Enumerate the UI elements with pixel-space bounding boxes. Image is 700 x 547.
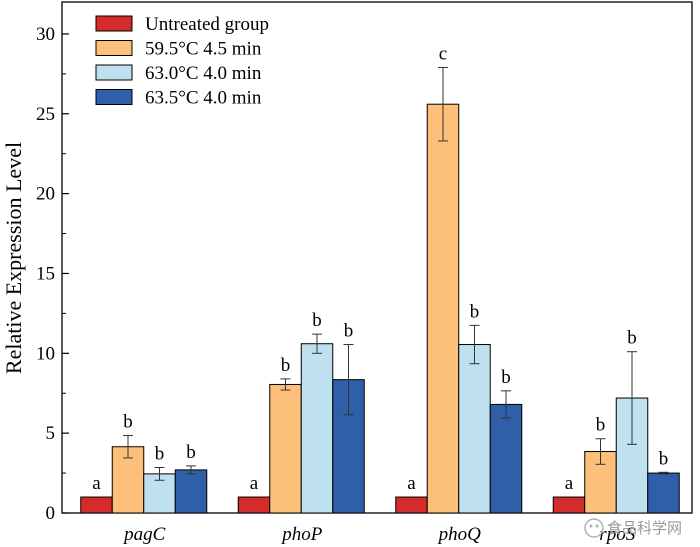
watermark: 食品科学网: [584, 518, 682, 538]
category-label: phoP: [280, 524, 323, 545]
significance-label: b: [155, 443, 165, 464]
category-label: rpoS: [599, 524, 635, 545]
bar: [269, 383, 302, 514]
significance-label: a: [92, 473, 101, 494]
significance-label: b: [470, 301, 480, 322]
bar-group-phoQ: a c b b: [395, 43, 523, 514]
legend-item: 63.5°C 4.0 min: [95, 88, 262, 109]
significance-label: b: [627, 328, 637, 349]
bar-group-phoP: a b b b: [237, 310, 365, 514]
significance-label: c: [439, 43, 447, 64]
y-tick-label: 10: [36, 343, 55, 364]
legend-swatch: [95, 64, 133, 81]
legend-swatch: [95, 40, 133, 56]
significance-label: b: [501, 367, 511, 388]
significance-label: b: [659, 448, 669, 469]
legend-item: 59.5°C 4.5 min: [95, 39, 262, 60]
bar: [80, 496, 113, 514]
legend-swatch: [95, 89, 133, 105]
significance-label: b: [123, 412, 133, 433]
bar-group-pagC: abb b: [80, 412, 208, 514]
significance-label: b: [596, 415, 606, 436]
significance-label: b: [281, 355, 291, 376]
watermark-text: 食品科学网: [607, 519, 682, 537]
legend-label: 63.0°C 4.0 min: [145, 63, 262, 84]
bar: [489, 403, 523, 514]
bar: [395, 496, 428, 514]
significance-label: a: [250, 473, 259, 494]
bar: [426, 103, 460, 514]
y-tick-label: 5: [46, 423, 56, 444]
y-tick-label: 30: [36, 24, 55, 45]
y-axis: 0 5 10 15 20 25 30: [36, 24, 69, 524]
bar: [300, 343, 334, 514]
y-tick-label: 0: [46, 503, 56, 524]
watermark-logo-icon: [584, 518, 604, 538]
bar: [647, 472, 680, 514]
legend-swatch: [95, 15, 133, 32]
y-tick-label: 25: [36, 104, 55, 125]
legend-label: 63.5°C 4.0 min: [145, 88, 262, 109]
bar: [174, 469, 208, 514]
legend: Untreated group 59.5°C 4.5 min 63.0°C 4.0 …: [95, 14, 269, 109]
legend-item: 63.0°C 4.0 min: [95, 63, 262, 84]
significance-label: b: [312, 310, 322, 331]
bar: [458, 344, 491, 514]
y-tick-label: 20: [36, 184, 55, 205]
bar-group-rpoS: a b b b: [552, 328, 680, 514]
category-label: pagC: [122, 524, 166, 545]
bar: [552, 496, 586, 514]
legend-item: Untreated group: [95, 14, 269, 35]
category-label: phoQ: [437, 524, 482, 545]
plot-frame: [61, 1, 693, 514]
legend-label: 59.5°C 4.5 min: [145, 39, 262, 60]
significance-label: a: [565, 473, 574, 494]
bar: [237, 496, 271, 514]
significance-label: b: [186, 442, 196, 463]
significance-label: b: [344, 321, 354, 342]
y-axis-title: Relative Expression Level: [1, 142, 26, 374]
y-tick-label: 15: [36, 263, 55, 284]
x-axis-categories: pagC phoP phoQ rpoS: [122, 524, 636, 545]
significance-label: a: [407, 473, 416, 494]
legend-label: Untreated group: [145, 14, 269, 35]
